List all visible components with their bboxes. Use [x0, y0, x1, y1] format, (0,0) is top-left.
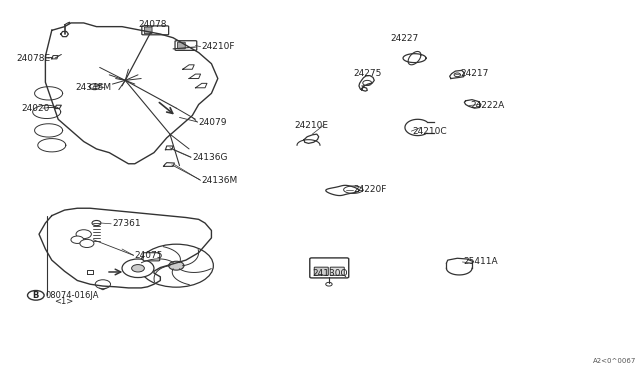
Text: B: B — [33, 291, 39, 300]
Text: 24220F: 24220F — [354, 185, 387, 194]
Text: 24136M: 24136M — [202, 176, 238, 185]
Circle shape — [169, 261, 184, 270]
Text: 24136G: 24136G — [192, 153, 228, 162]
FancyBboxPatch shape — [143, 253, 160, 261]
Text: 24078E: 24078E — [17, 54, 51, 62]
Circle shape — [140, 244, 213, 287]
FancyBboxPatch shape — [142, 26, 169, 35]
Text: 24210F: 24210F — [202, 42, 236, 51]
Text: 24345M: 24345M — [76, 83, 111, 92]
Circle shape — [92, 221, 101, 226]
Text: 24227: 24227 — [390, 34, 419, 44]
FancyBboxPatch shape — [330, 267, 344, 275]
Text: 24075: 24075 — [135, 251, 163, 260]
Text: 24020: 24020 — [21, 104, 49, 113]
FancyBboxPatch shape — [177, 42, 185, 49]
FancyBboxPatch shape — [314, 267, 328, 275]
Text: 24222A: 24222A — [470, 101, 504, 110]
FancyBboxPatch shape — [145, 27, 152, 34]
FancyBboxPatch shape — [175, 41, 196, 50]
Circle shape — [132, 264, 145, 272]
Circle shape — [95, 280, 111, 289]
Circle shape — [28, 291, 44, 300]
Text: 24210C: 24210C — [413, 126, 447, 136]
Text: <1>: <1> — [54, 297, 73, 306]
Text: 24210E: 24210E — [294, 121, 328, 130]
Circle shape — [454, 73, 461, 77]
Text: 24130Q: 24130Q — [312, 269, 348, 278]
Text: 08074-016JA: 08074-016JA — [45, 291, 99, 300]
Text: 27361: 27361 — [113, 219, 141, 228]
Text: 24217: 24217 — [461, 69, 489, 78]
Circle shape — [326, 282, 332, 286]
Circle shape — [122, 259, 154, 278]
Text: A2<0^0067: A2<0^0067 — [593, 358, 636, 364]
Text: 24275: 24275 — [354, 69, 382, 78]
Text: 24079: 24079 — [198, 118, 227, 127]
Circle shape — [363, 80, 372, 86]
FancyBboxPatch shape — [310, 258, 349, 278]
Circle shape — [80, 239, 94, 247]
Circle shape — [90, 84, 100, 90]
Text: 24078: 24078 — [138, 20, 166, 29]
Circle shape — [76, 230, 92, 238]
Text: 25411A: 25411A — [464, 257, 499, 266]
Circle shape — [71, 236, 84, 243]
